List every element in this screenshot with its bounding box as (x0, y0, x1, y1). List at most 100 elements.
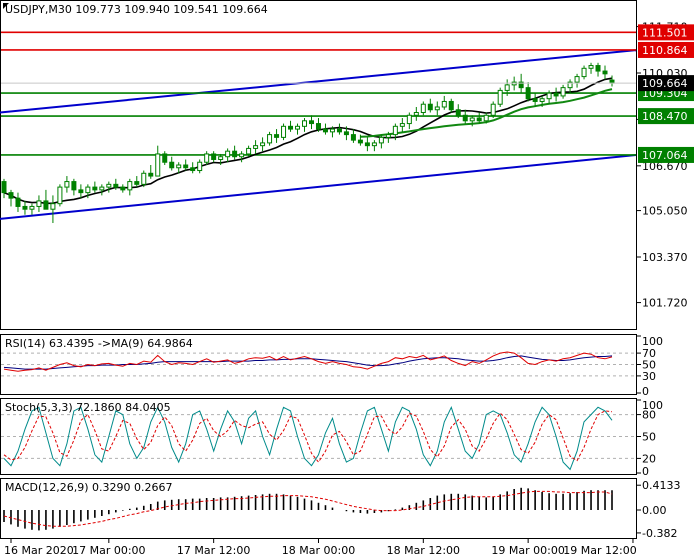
candle (329, 126, 335, 138)
candle (462, 109, 468, 124)
candle-body (71, 181, 77, 191)
candle-body (553, 92, 559, 97)
candle (260, 137, 266, 152)
candle (357, 134, 363, 146)
candle-body (253, 145, 259, 149)
candle-body (357, 139, 363, 144)
candle-body (462, 114, 468, 122)
candle (162, 151, 168, 165)
candle-body (183, 164, 189, 169)
rsi-tick-label: 0 (642, 385, 649, 398)
moving-average-black (3, 77, 613, 205)
candle-body (204, 153, 210, 163)
candle (36, 195, 42, 212)
candle-body (36, 200, 42, 207)
candle (448, 98, 454, 113)
candle-body (190, 167, 196, 172)
candle-body (441, 100, 447, 108)
x-axis-tick-label: 17 Mar 00:00 (72, 544, 145, 557)
candle-body (99, 186, 105, 191)
candle (239, 151, 245, 163)
candle (595, 62, 601, 77)
x-axis-tick-label: 18 Mar 00:00 (282, 544, 355, 557)
candle-body (490, 103, 496, 116)
candle-body (232, 150, 238, 158)
candle (218, 153, 224, 165)
candle-body (64, 181, 70, 188)
candle-body (155, 153, 161, 177)
candle-body (148, 172, 154, 177)
candle-body (336, 128, 342, 133)
candle (22, 200, 28, 215)
candle-body (113, 183, 119, 188)
candle (539, 95, 545, 107)
candle (469, 115, 475, 127)
support-level-label: 108.470 (642, 110, 688, 123)
rsi-ma-line (3, 355, 613, 370)
candle-body (371, 142, 377, 147)
support-level-tag (638, 146, 694, 163)
candle (476, 112, 482, 124)
candle-body (218, 156, 224, 160)
candle-body (546, 92, 552, 100)
candle-body (539, 98, 545, 102)
candle (420, 101, 426, 116)
candle (92, 181, 98, 193)
candle (141, 170, 147, 188)
candle-body (455, 109, 461, 116)
candle (336, 123, 342, 135)
candle (281, 123, 287, 141)
candle-body (29, 205, 35, 210)
y-axis-tick-label: 105.050 (642, 205, 688, 218)
candle (490, 101, 496, 119)
candle (106, 181, 112, 193)
candle (413, 106, 419, 121)
candle (609, 75, 615, 87)
candle-body (483, 114, 489, 122)
candle (497, 87, 503, 107)
candle-body (15, 197, 21, 207)
candle (295, 123, 301, 135)
candle-body (602, 70, 608, 75)
candle (148, 165, 154, 179)
candle-body (127, 181, 133, 191)
y-axis-tick-label: 103.370 (642, 251, 688, 264)
candle (183, 159, 189, 171)
candle-body (43, 200, 49, 210)
candle-body (574, 76, 580, 83)
candle-body (420, 103, 426, 114)
stoch-d-line (3, 410, 613, 463)
candle (308, 115, 314, 130)
candle (176, 162, 182, 174)
candle (120, 184, 126, 193)
rsi-tick-label: 100 (642, 335, 663, 348)
candle-body (78, 189, 84, 194)
candle-body (434, 106, 440, 111)
stoch-tick-label: 20 (642, 452, 656, 465)
candle (8, 189, 14, 207)
candle (483, 112, 489, 124)
macd-signal-line (3, 490, 613, 527)
candle-body (595, 65, 601, 72)
candle-body (364, 142, 370, 147)
candle-body (302, 120, 308, 127)
candle-body (281, 125, 287, 138)
chart-corner-arrow-icon (3, 3, 9, 9)
support-level-tag (638, 108, 694, 125)
candle (1, 178, 7, 199)
macd-tick-label: 0.4133 (642, 479, 681, 492)
candle (78, 184, 84, 199)
candle (315, 118, 321, 132)
candle (392, 123, 398, 141)
candle-body (518, 81, 524, 89)
candle-body (239, 153, 245, 158)
candle-body (169, 161, 175, 169)
current-price-tag (638, 75, 694, 92)
candle-body (134, 181, 140, 185)
candle (267, 131, 273, 146)
candle (71, 178, 77, 196)
current-price-label: 109.664 (642, 77, 688, 90)
candle (525, 82, 531, 102)
